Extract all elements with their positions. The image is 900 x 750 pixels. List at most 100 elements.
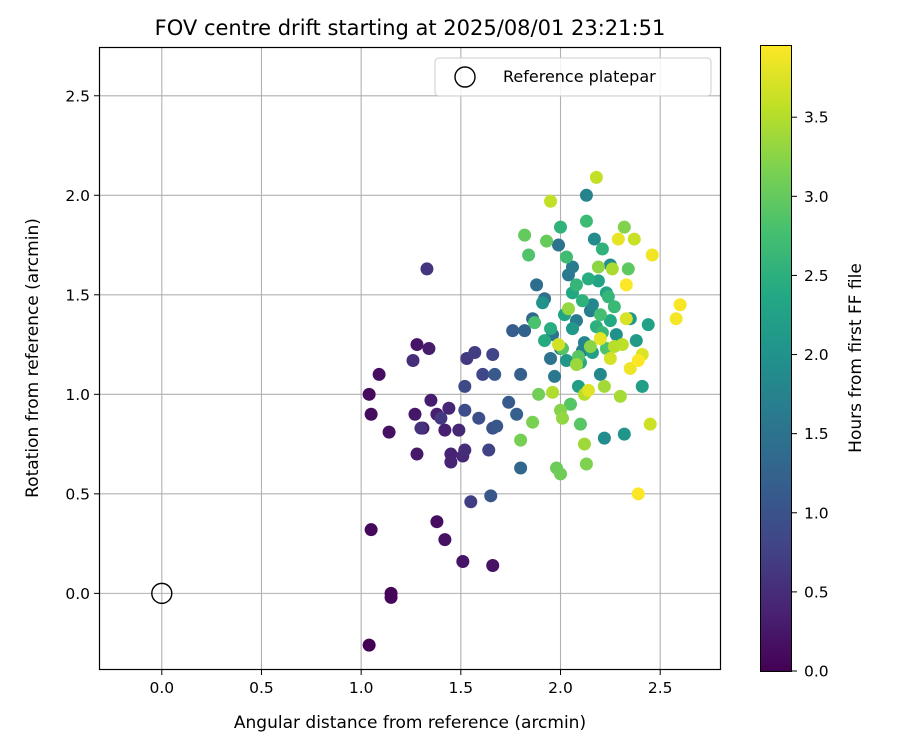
data-point: [522, 248, 536, 262]
data-point: [458, 443, 472, 457]
data-point: [673, 298, 687, 312]
y-tick-label: 1.5: [65, 286, 90, 304]
data-point: [609, 328, 623, 342]
data-point: [569, 357, 583, 371]
data-point: [364, 407, 378, 421]
data-point: [456, 555, 470, 569]
legend-box: [434, 57, 712, 97]
colorbar-tick-label: 0.5: [804, 583, 829, 601]
data-point: [615, 338, 629, 352]
data-point: [603, 314, 617, 328]
data-point: [585, 298, 599, 312]
data-point: [565, 260, 579, 274]
data-point: [561, 302, 575, 316]
data-point: [613, 389, 627, 403]
data-point: [631, 487, 645, 501]
data-point: [382, 425, 396, 439]
data-point: [468, 346, 482, 360]
x-tick-label: 0.5: [249, 679, 274, 697]
data-point: [518, 324, 532, 338]
data-point: [488, 367, 502, 381]
colorbar-tick-label: 2.5: [804, 267, 829, 285]
data-point: [575, 294, 589, 308]
data-point: [410, 447, 424, 461]
data-point: [414, 421, 428, 435]
data-point: [384, 590, 398, 604]
data-point: [458, 379, 472, 393]
data-point: [420, 262, 434, 276]
x-tick-label: 2.0: [548, 679, 573, 697]
data-point: [438, 533, 452, 547]
x-tick-label: 2.5: [648, 679, 673, 697]
x-tick-label: 1.5: [449, 679, 474, 697]
data-point: [532, 387, 546, 401]
data-point: [362, 638, 376, 652]
data-point: [444, 455, 458, 469]
data-point: [486, 348, 500, 362]
data-point: [591, 274, 605, 288]
y-axis-label: Rotation from reference (arcmin): [23, 218, 43, 498]
colorbar-gradient: [760, 45, 792, 672]
x-tick-label: 0.0: [149, 679, 174, 697]
colorbar-tick-label: 2.0: [804, 346, 829, 364]
colorbar: 0.0 0.5 1.0 1.5 2.0 2.5 3.0 3.5 Hours from firs…: [760, 45, 866, 681]
data-point: [544, 194, 558, 208]
data-point: [430, 515, 444, 529]
data-point: [458, 403, 472, 417]
data-point: [554, 467, 568, 481]
data-point: [552, 338, 566, 352]
data-point: [631, 353, 645, 367]
data-point: [601, 290, 615, 304]
data-point: [506, 324, 520, 338]
y-tick-label: 2.5: [65, 87, 90, 105]
data-point: [362, 387, 376, 401]
data-point: [643, 417, 657, 431]
data-point: [482, 443, 496, 457]
data-point: [472, 411, 486, 425]
data-point: [546, 385, 560, 399]
data-point: [593, 332, 607, 346]
y-tick-label: 0.0: [65, 585, 90, 603]
data-point: [452, 423, 466, 437]
data-point: [514, 461, 528, 475]
data-point: [629, 334, 643, 348]
data-point: [518, 228, 532, 242]
data-point: [603, 352, 617, 365]
x-axis-ticks: 0.0 0.5 1.0 1.5 2.0 2.5: [149, 669, 673, 697]
data-point: [605, 262, 619, 276]
data-point: [406, 353, 420, 367]
data-point: [538, 334, 552, 348]
data-point: [502, 395, 516, 409]
legend-entry: Reference platepar: [503, 67, 656, 86]
data-point: [579, 214, 593, 228]
data-point: [569, 278, 583, 292]
y-axis-ticks: 0.0 0.5 1.0 1.5 2.0 2.5: [65, 87, 100, 603]
data-point: [579, 188, 593, 202]
data-points: [362, 170, 687, 652]
data-point: [438, 423, 452, 437]
data-point: [410, 338, 424, 352]
data-point: [593, 367, 607, 381]
data-point: [486, 559, 500, 572]
y-tick-label: 2.0: [65, 187, 90, 205]
data-point: [619, 278, 633, 292]
reference-point: [151, 582, 173, 605]
y-tick-label: 0.5: [65, 485, 90, 503]
legend: Reference platepar: [434, 57, 712, 97]
data-point: [548, 369, 562, 383]
data-point: [552, 238, 566, 252]
data-point: [559, 353, 573, 367]
colorbar-label: Hours from first FF file: [846, 263, 866, 453]
data-point: [484, 489, 498, 503]
y-tick-label: 1.0: [65, 386, 90, 404]
data-point: [556, 411, 570, 425]
data-point: [442, 401, 456, 415]
x-axis-label: Angular distance from reference (arcmin): [234, 713, 586, 733]
data-point: [669, 312, 683, 326]
data-point: [528, 316, 542, 330]
data-point: [593, 308, 607, 322]
data-point: [544, 322, 558, 336]
data-point: [514, 367, 528, 381]
